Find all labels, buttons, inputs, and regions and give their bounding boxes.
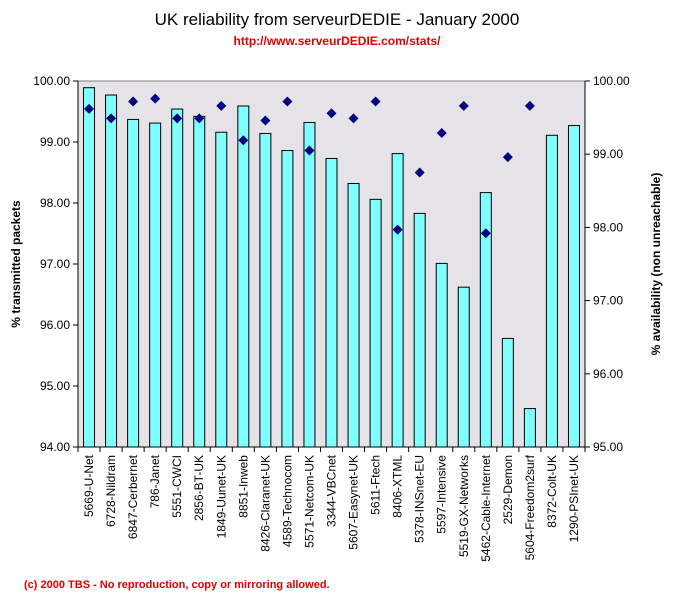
availability-marker (502, 152, 513, 163)
bar (127, 118, 140, 448)
bar (215, 131, 228, 448)
availability-marker (304, 145, 315, 156)
x-tick-label: 8426-Claranet-UK (258, 455, 272, 552)
bar (193, 115, 206, 448)
y2-tick-label: 99.00 (593, 147, 623, 161)
availability-marker (238, 135, 249, 146)
y2-tick-label: 100.00 (593, 74, 630, 88)
availability-marker (348, 113, 359, 124)
bar (83, 87, 96, 448)
x-tick-label: 6847-Cerbernet (126, 454, 140, 539)
availability-marker (172, 113, 183, 124)
bar (105, 94, 118, 448)
bar (501, 337, 514, 448)
availability-marker (216, 100, 227, 111)
x-tick-label: 2529-Demon (501, 455, 515, 524)
y2-axis-label: % availability (non unreachable) (649, 173, 663, 356)
bar (347, 182, 360, 448)
availability-marker (282, 96, 293, 107)
y2-tick-label: 97.00 (593, 294, 623, 308)
chart-title: UK reliability from serveurDEDIE - Janua… (154, 10, 520, 29)
y-tick-label: 95.00 (40, 379, 70, 393)
bar (369, 198, 382, 448)
availability-marker (436, 127, 447, 138)
x-tick-label: 4589-Technocom (280, 455, 294, 547)
availability-marker (106, 113, 117, 124)
y-tick-label: 94.00 (40, 440, 70, 454)
x-tick-label: 1849-Uunet-UK (214, 455, 228, 538)
availability-marker (392, 224, 403, 235)
bar (413, 212, 426, 448)
bar (303, 121, 316, 448)
y-tick-label: 99.00 (40, 135, 70, 149)
bar (259, 132, 272, 448)
availability-marker (370, 96, 381, 107)
x-tick-label: 5669-U-Net (82, 454, 96, 517)
availability-marker (128, 96, 139, 107)
x-tick-label: 5607-Easynet-UK (347, 455, 361, 550)
bar (567, 125, 580, 448)
y-tick-label: 97.00 (40, 257, 70, 271)
availability-marker (326, 108, 337, 119)
y2-tick-label: 98.00 (593, 220, 623, 234)
availability-marker (458, 100, 469, 111)
x-tick-label: 5571-Netcom-UK (302, 455, 316, 548)
y-tick-label: 98.00 (40, 196, 70, 210)
chart-subtitle-link[interactable]: http://www.serveurDEDIE.com/stats/ (233, 34, 441, 48)
x-tick-label: 8406-XTML (391, 455, 405, 518)
availability-marker (194, 113, 205, 124)
bar (171, 108, 184, 448)
x-tick-label: 5551-CWCI (170, 455, 184, 518)
y-axis-label: % transmitted packets (9, 200, 23, 328)
x-tick-label: 3344-VBCnet (325, 454, 339, 527)
y2-tick-label: 96.00 (593, 367, 623, 381)
bar (457, 286, 470, 448)
x-tick-label: 5378-INSnet-EU (413, 455, 427, 543)
bar (149, 122, 162, 448)
y-tick-label: 100.00 (33, 74, 70, 88)
x-tick-label: 5519-GX-Networks (457, 455, 471, 557)
x-tick-label: 8372-Colt-UK (545, 455, 559, 528)
bar (391, 153, 404, 448)
availability-marker (524, 100, 535, 111)
x-tick-label: 5462-Cable-Internet (479, 454, 493, 561)
x-tick-label: 786-Janet (148, 454, 162, 508)
bar (545, 134, 558, 448)
x-tick-label: 6728-Nildram (104, 455, 118, 527)
x-tick-label: 1290-PSInet-UK (567, 455, 581, 542)
x-tick-label: 5611-Ftech (369, 455, 383, 515)
bar (523, 408, 536, 448)
x-tick-label: 5604-Freedom2surf (523, 454, 537, 560)
bar (325, 157, 338, 448)
availability-marker (414, 167, 425, 178)
availability-marker (260, 115, 271, 126)
x-tick-label: 8851-Inweb (236, 455, 250, 518)
x-tick-label: 5597-Intensive (435, 455, 449, 534)
copyright-footer: (c) 2000 TBS - No reproduction, copy or … (24, 579, 330, 591)
bar (435, 262, 448, 448)
availability-marker (84, 103, 95, 114)
bar (237, 105, 250, 448)
availability-marker (480, 228, 491, 239)
availability-marker (150, 93, 161, 104)
y-tick-label: 96.00 (40, 318, 70, 332)
bar (281, 150, 294, 448)
y2-tick-label: 95.00 (593, 440, 623, 454)
x-tick-label: 2856-BT-UK (192, 455, 206, 521)
